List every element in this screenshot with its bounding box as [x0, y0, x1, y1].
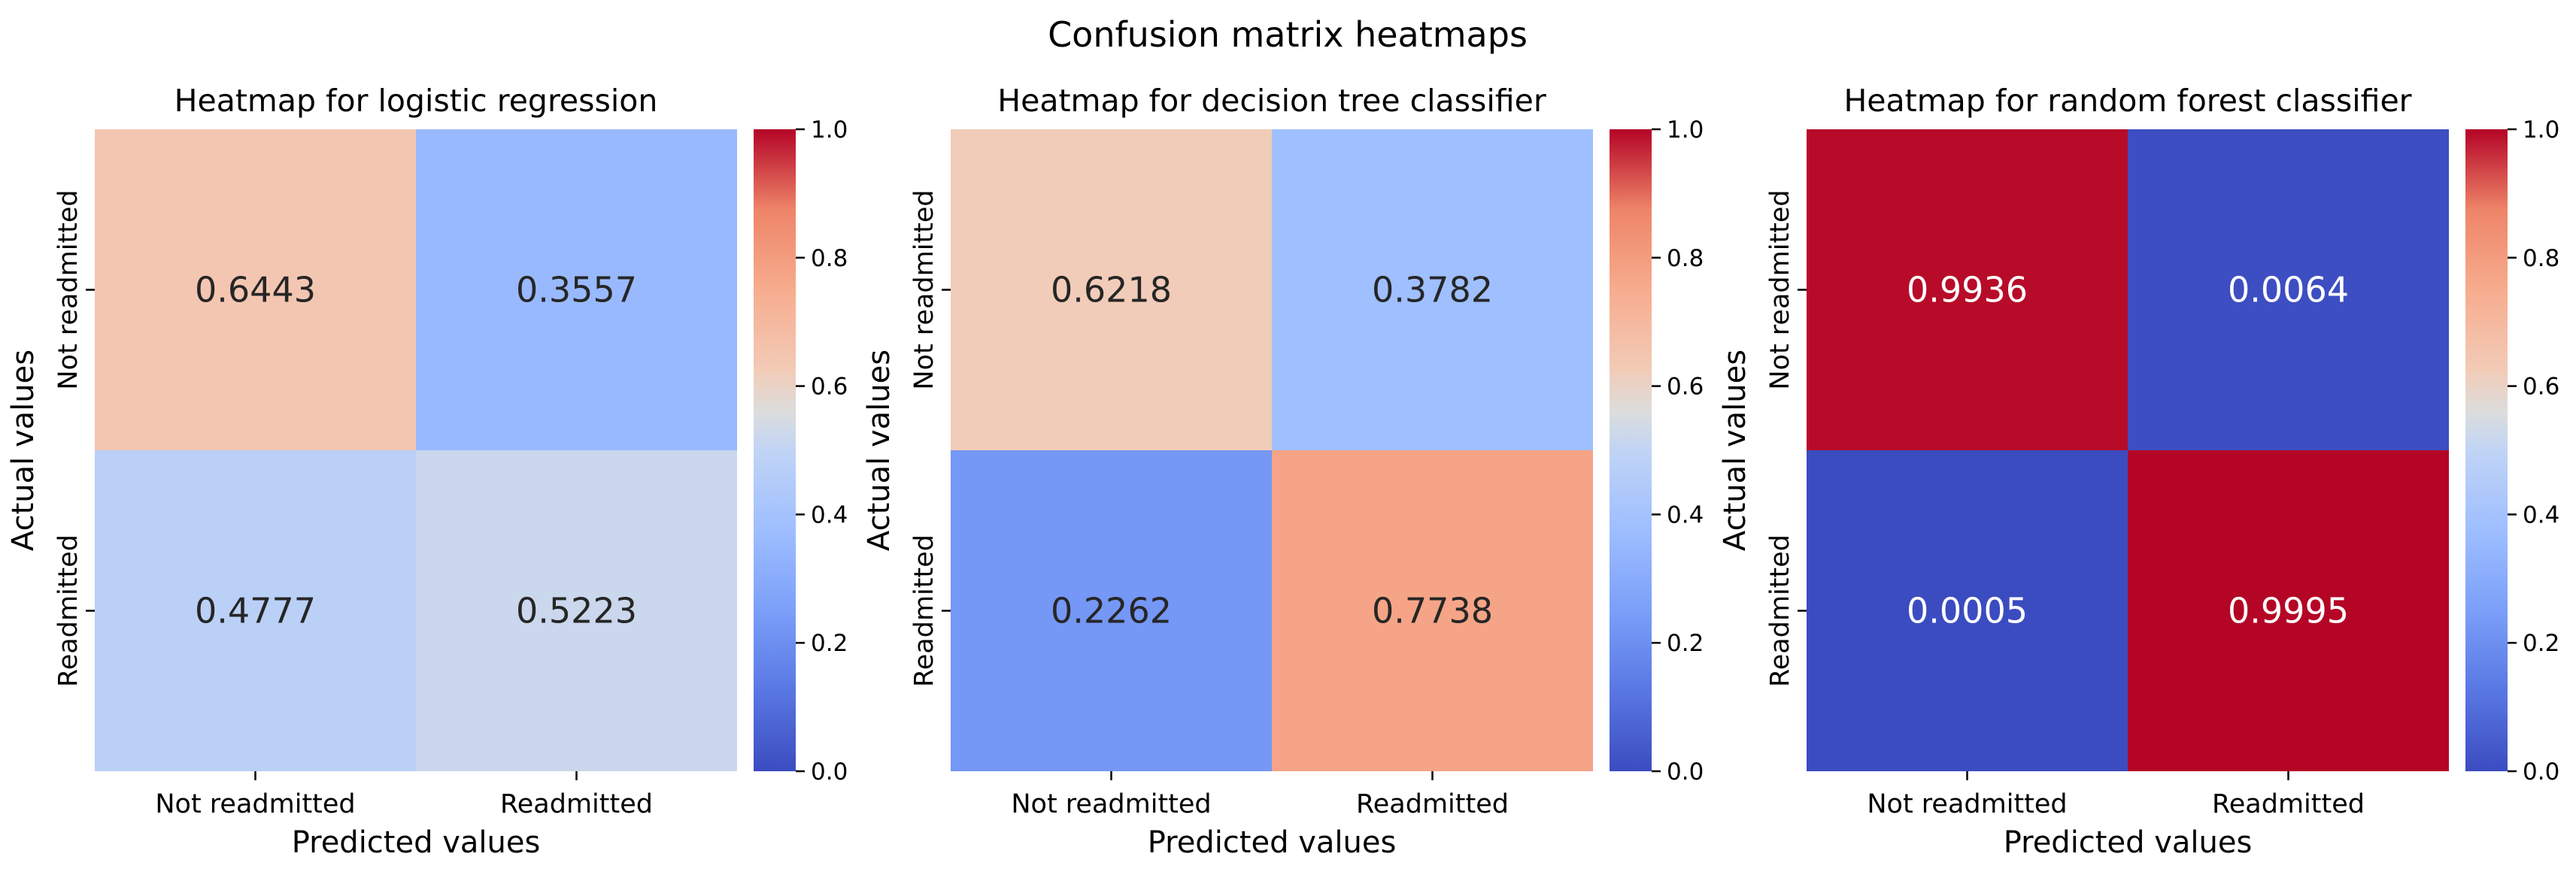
- x-axis-label: Predicted values: [2004, 825, 2253, 860]
- y-tick-label: Not readmitted: [53, 189, 83, 389]
- colorbar-tick-label: 0.0: [2523, 758, 2559, 786]
- colorbar: [1610, 129, 1652, 771]
- y-tick-label: Readmitted: [909, 534, 939, 687]
- heatmap-cell: [951, 129, 1272, 450]
- panel-title: Heatmap for decision tree classifier: [997, 83, 1546, 119]
- colorbar-tick-label: 0.8: [2523, 245, 2559, 272]
- colorbar-tick-label: 1.0: [811, 117, 848, 144]
- colorbar-tick-label: 0.0: [1667, 758, 1704, 786]
- heatmap-panel-2: Heatmap for decision tree classifier 0.62…: [862, 83, 1704, 860]
- colorbar-tick-label: 0.6: [811, 374, 848, 401]
- colorbar-tick-label: 0.6: [2523, 374, 2559, 401]
- heatmap-cell: [95, 129, 416, 450]
- panel-title: Heatmap for logistic regression: [174, 83, 658, 119]
- colorbar-tick-label: 0.4: [2523, 501, 2559, 528]
- y-tick-label: Not readmitted: [1765, 189, 1795, 389]
- cell-value-label: 0.0064: [2228, 270, 2349, 310]
- heatmap-cell: [1272, 129, 1593, 450]
- cell-value-label: 0.2262: [1051, 591, 1172, 631]
- x-tick-label: Readmitted: [2212, 789, 2365, 819]
- x-axis-label: Predicted values: [1148, 825, 1397, 860]
- colorbar-tick-label: 0.2: [1667, 630, 1704, 657]
- cell-value-label: 0.0005: [1907, 591, 2028, 631]
- heatmap-cell: [416, 450, 737, 771]
- heatmap-cell: [2128, 450, 2449, 771]
- y-tick-label: Readmitted: [1765, 534, 1795, 687]
- heatmap-panels: Heatmap for logistic regression 0.6443 0.3…: [6, 83, 2559, 860]
- colorbar-tick-label: 1.0: [2523, 117, 2559, 144]
- cell-value-label: 0.6443: [195, 270, 316, 310]
- y-axis-label: Actual values: [862, 350, 897, 551]
- heatmap-cell: [2128, 129, 2449, 450]
- heatmap-cell: [95, 450, 416, 771]
- colorbar-tick-label: 0.6: [1667, 374, 1704, 401]
- y-tick-label: Not readmitted: [909, 189, 939, 389]
- heatmap-cell: [1807, 450, 2128, 771]
- colorbar-tick-label: 0.2: [2523, 630, 2559, 657]
- panel-title: Heatmap for random forest classifier: [1843, 83, 2411, 119]
- cell-value-label: 0.3782: [1372, 270, 1493, 310]
- cell-value-label: 0.7738: [1372, 591, 1493, 631]
- cell-value-label: 0.5223: [516, 591, 637, 631]
- x-tick-label: Not readmitted: [1867, 789, 2067, 819]
- heatmap-cell: [416, 129, 737, 450]
- colorbar-tick-label: 0.4: [1667, 501, 1704, 528]
- cell-value-label: 0.4777: [195, 591, 316, 631]
- cell-value-label: 0.3557: [516, 270, 637, 310]
- cell-value-label: 0.6218: [1051, 270, 1172, 310]
- heatmap-cell: [1807, 129, 2128, 450]
- heatmap-panel-3: Heatmap for random forest classifier 0.99…: [1718, 83, 2559, 860]
- cell-value-label: 0.9995: [2228, 591, 2349, 631]
- y-axis-label: Actual values: [6, 350, 41, 551]
- x-tick-label: Readmitted: [1356, 789, 1509, 819]
- heatmap-cell: [951, 450, 1272, 771]
- colorbar-tick-label: 0.8: [811, 245, 848, 272]
- y-axis-label: Actual values: [1718, 350, 1752, 551]
- colorbar: [754, 129, 796, 771]
- x-axis-label: Predicted values: [292, 825, 541, 860]
- colorbar: [2465, 129, 2508, 771]
- heatmap-panel-1: Heatmap for logistic regression 0.6443 0.3…: [6, 83, 848, 860]
- heatmap-cell: [1272, 450, 1593, 771]
- cell-value-label: 0.9936: [1907, 270, 2028, 310]
- x-tick-label: Not readmitted: [155, 789, 355, 819]
- x-tick-label: Readmitted: [500, 789, 653, 819]
- colorbar-tick-label: 0.2: [811, 630, 848, 657]
- colorbar-tick-label: 0.4: [811, 501, 848, 528]
- y-tick-label: Readmitted: [53, 534, 83, 687]
- colorbar-tick-label: 1.0: [1667, 117, 1704, 144]
- colorbar-tick-label: 0.0: [811, 758, 848, 786]
- figure-title: Confusion matrix heatmaps: [1048, 14, 1528, 55]
- colorbar-tick-label: 0.8: [1667, 245, 1704, 272]
- x-tick-label: Not readmitted: [1011, 789, 1211, 819]
